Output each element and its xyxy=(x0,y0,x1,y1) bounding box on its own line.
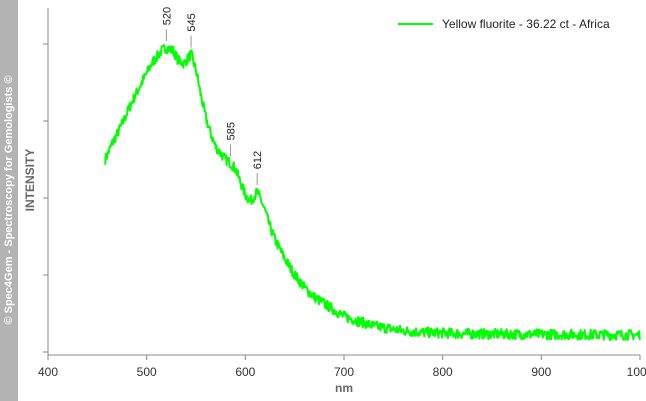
x-tick-label: 700 xyxy=(334,365,354,379)
x-axis-title: nm xyxy=(335,381,353,395)
peak-label: 545 xyxy=(186,13,198,31)
x-tick-label: 800 xyxy=(433,365,453,379)
y-axis-title: INTENSITY xyxy=(23,149,37,212)
x-tick-label: 1000 xyxy=(627,365,646,379)
peak-label: 612 xyxy=(252,151,264,169)
series-line-yellow-fluorite xyxy=(104,44,641,341)
axes: 400 500 600 700 800 900 1000 nm INTENSITY xyxy=(23,8,646,395)
x-tick-label: 400 xyxy=(38,365,58,379)
x-tick-label: 500 xyxy=(137,365,157,379)
legend: Yellow fluorite - 36.22 ct - Africa xyxy=(398,17,610,31)
watermark-band: © Spec4Gem - Spectroscopy for Gemologist… xyxy=(0,0,18,401)
peak-annotations: 520 545 585 612 xyxy=(161,7,264,186)
peak-label: 520 xyxy=(161,7,173,25)
legend-label: Yellow fluorite - 36.22 ct - Africa xyxy=(442,17,610,31)
plot-area xyxy=(104,44,641,341)
peak-label: 585 xyxy=(226,122,238,140)
x-tick-label: 900 xyxy=(531,365,551,379)
x-tick-label: 600 xyxy=(235,365,255,379)
